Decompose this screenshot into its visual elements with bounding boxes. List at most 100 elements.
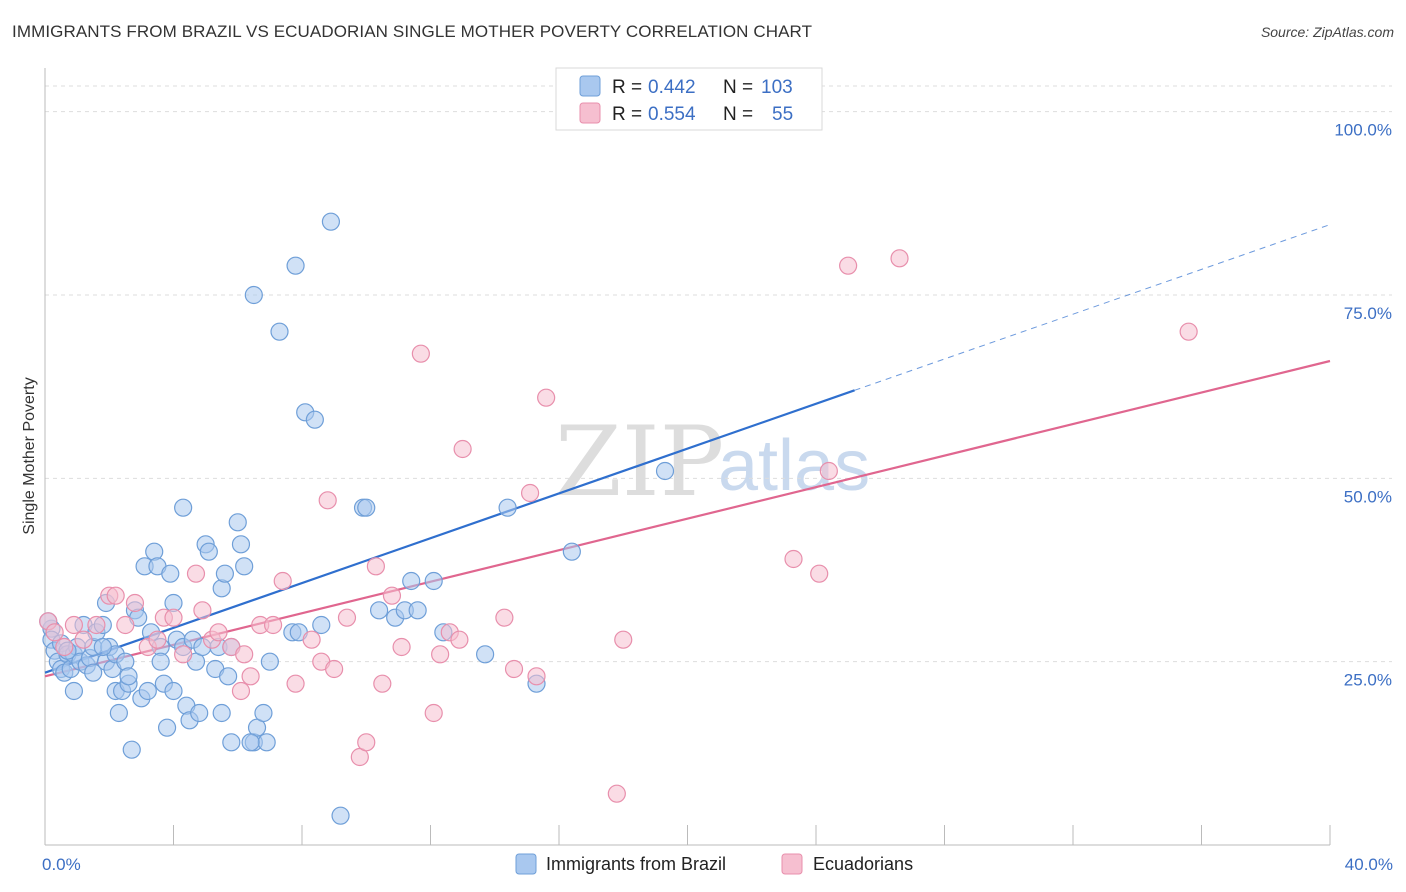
brazil-point <box>331 806 350 825</box>
ecuadorian-point <box>64 615 84 635</box>
bottom-legend-swatch-ecuadorians <box>781 853 803 875</box>
brazil-point <box>321 212 341 231</box>
brazil-point <box>164 681 183 701</box>
ecuadorian-point <box>337 608 357 627</box>
ecuadorian-point <box>537 388 556 407</box>
bottom-legend: Immigrants from Brazil Ecuadorians <box>515 853 913 875</box>
legend-n-value-ecuadorians: 55 <box>772 104 793 125</box>
bottom-legend-label-brazil: Immigrants from Brazil <box>546 854 726 874</box>
brazil-point <box>260 652 279 671</box>
brazil-point <box>231 535 251 554</box>
brazil-point <box>254 703 273 723</box>
brazil-point <box>357 498 376 517</box>
brazil-point <box>215 564 234 583</box>
brazil-point <box>190 703 209 723</box>
ecuadorian-point <box>164 608 183 627</box>
brazil-point <box>562 542 581 561</box>
brazil-point <box>64 681 84 701</box>
x-tick-label: 0.0% <box>42 855 81 874</box>
ecuadorian-point <box>392 637 411 657</box>
brazil-point <box>157 718 177 737</box>
ecuadorian-point <box>106 586 125 605</box>
bottom-legend-swatch-brazil <box>515 853 537 875</box>
brazil-point <box>161 564 180 583</box>
point-layer <box>39 102 1198 825</box>
ecuadorian-point <box>424 703 443 723</box>
brazil-point <box>228 513 247 532</box>
brazil-point <box>235 557 254 576</box>
y-tick-label: 100.0% <box>1334 121 1392 140</box>
y-tick-label: 75.0% <box>1344 304 1392 323</box>
brazil-point <box>119 667 138 686</box>
legend-n-value-brazil: 103 <box>761 77 793 98</box>
ecuadorian-point <box>148 630 167 649</box>
ecuadorian-point <box>431 645 450 664</box>
brazil-point <box>116 652 135 671</box>
ecuadorian-point <box>450 630 469 649</box>
brazil-point <box>408 601 427 620</box>
ecuadorian-point <box>193 601 212 620</box>
ecuadorian-point <box>55 637 74 657</box>
legend-swatch-brazil <box>579 75 601 97</box>
brazil-point <box>222 733 241 752</box>
y-tick-label: 25.0% <box>1344 671 1392 690</box>
legend-r-label-ecuadorians: R = <box>612 104 642 125</box>
brazil-point <box>241 733 260 752</box>
ecuadorian-point <box>839 256 858 275</box>
ecuadorian-point <box>241 667 260 686</box>
brazil-point <box>244 285 263 305</box>
ecuadorian-point <box>318 491 337 510</box>
ecuadorian-point <box>125 593 145 613</box>
watermark-zip: ZIP <box>555 406 724 518</box>
brazil-point <box>257 733 276 752</box>
x-tick-label: 40.0% <box>1345 855 1393 874</box>
source-credit: Source: ZipAtlas.com <box>1260 24 1394 40</box>
brazil-point <box>151 652 170 671</box>
brazil-point <box>655 461 675 481</box>
ecuadorian-point <box>504 659 524 679</box>
ecuadorian-point <box>116 615 135 635</box>
bottom-legend-label-ecuadorians: Ecuadorians <box>813 854 913 874</box>
brazil-point <box>109 703 128 723</box>
brazil-trendline <box>44 389 855 674</box>
ecuadorian-point <box>495 608 514 627</box>
brazil-point <box>199 542 218 561</box>
brazil-point <box>498 498 517 517</box>
chart-title: IMMIGRANTS FROM BRAZIL VS ECUADORIAN SIN… <box>12 22 813 41</box>
ecuadorian-point <box>273 571 292 591</box>
axis-layer: 25.0% 50.0% 75.0% 100.0% 0.0% 40.0% <box>42 68 1393 874</box>
ecuadorian-point <box>366 557 385 576</box>
brazil-point <box>370 601 389 620</box>
ecuadorian-point <box>607 784 626 803</box>
ecuadorian-point <box>174 645 193 664</box>
brazil-point <box>212 703 231 723</box>
watermark-atlas: atlas <box>718 426 870 506</box>
ecuadorian-point <box>527 667 546 686</box>
ecuadorian-point <box>373 674 392 693</box>
y-axis-label: Single Mother Poverty <box>21 377 38 534</box>
ecuadorian-point <box>614 630 633 649</box>
ecuadorian-point <box>235 645 254 664</box>
ecuadorian-point <box>382 586 402 605</box>
ecuadorian-point <box>74 630 93 649</box>
brazil-point <box>122 740 141 759</box>
brazil-point <box>174 498 193 517</box>
brazil-point <box>212 579 231 598</box>
legend-swatch-ecuadorians <box>579 102 601 124</box>
ecuadorian-point <box>302 630 321 649</box>
ecuadorian-point <box>286 674 305 693</box>
ecuadorian-point <box>263 615 283 635</box>
ecuadorian-point <box>45 623 64 642</box>
ecuadorian-point <box>784 549 803 569</box>
ecuadorian-point <box>810 564 829 583</box>
brazil-point <box>93 637 112 657</box>
brazil-point <box>476 645 495 664</box>
brazil-point <box>305 410 324 429</box>
ecuadorian-point <box>231 681 251 701</box>
legend-r-label-brazil: R = <box>612 77 642 98</box>
brazil-point <box>312 615 331 635</box>
ecuadorian-point <box>1179 322 1198 341</box>
brazil-point <box>286 256 305 275</box>
legend-r-value-brazil: 0.442 <box>648 77 696 98</box>
ecuadorian-point <box>819 461 838 481</box>
